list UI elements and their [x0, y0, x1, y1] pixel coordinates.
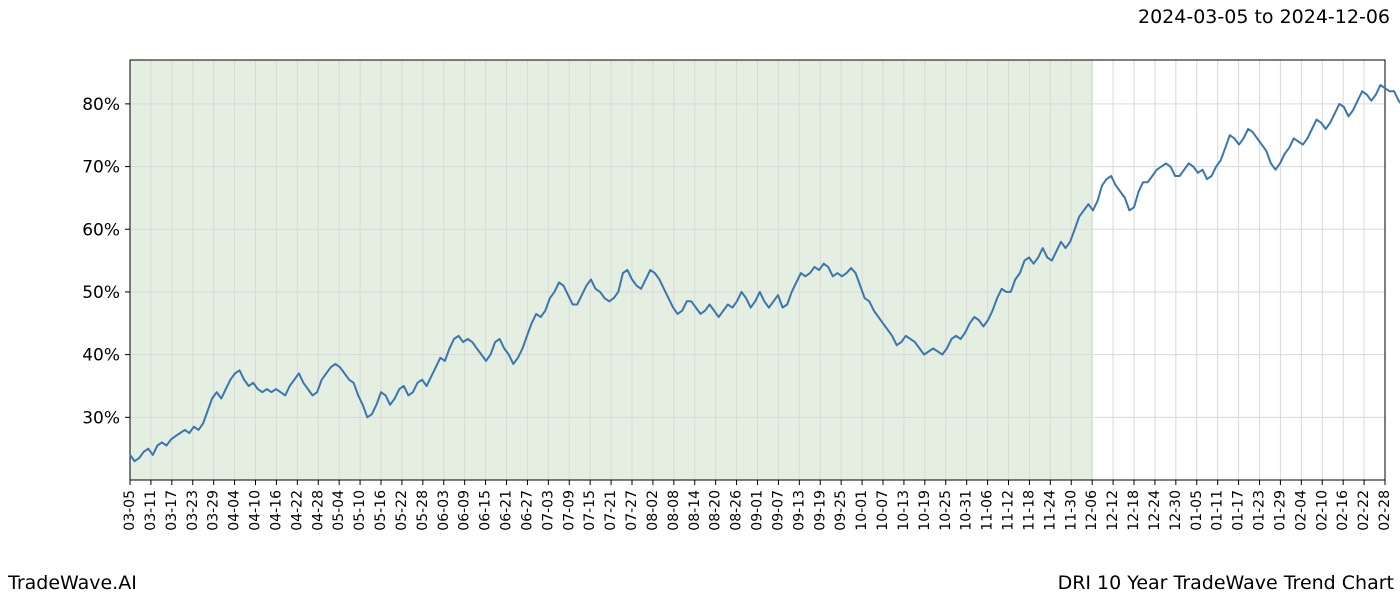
svg-text:01-29: 01-29 [1272, 490, 1288, 531]
svg-text:02-28: 02-28 [1377, 490, 1393, 531]
svg-text:10-25: 10-25 [938, 490, 954, 531]
svg-text:09-07: 09-07 [770, 490, 786, 531]
svg-text:10-31: 10-31 [959, 490, 975, 531]
svg-text:04-28: 04-28 [310, 490, 326, 531]
svg-text:07-15: 07-15 [582, 490, 598, 531]
svg-text:12-30: 12-30 [1168, 490, 1184, 531]
svg-text:80%: 80% [82, 95, 120, 115]
svg-text:10-07: 10-07 [875, 490, 891, 531]
svg-text:30%: 30% [82, 408, 120, 428]
svg-text:01-11: 01-11 [1210, 490, 1226, 531]
svg-text:40%: 40% [82, 346, 120, 366]
svg-text:08-20: 08-20 [708, 490, 724, 531]
svg-text:08-02: 08-02 [645, 490, 661, 531]
svg-text:11-12: 11-12 [1001, 490, 1017, 531]
svg-text:07-27: 07-27 [624, 490, 640, 531]
svg-text:11-30: 11-30 [1063, 490, 1079, 531]
y-axis-ticks: 30% 40% 50% 60% 70% 80% [82, 95, 130, 428]
svg-text:11-06: 11-06 [980, 490, 996, 531]
svg-text:12-18: 12-18 [1126, 490, 1142, 531]
svg-text:05-04: 05-04 [331, 490, 347, 531]
svg-text:10-01: 10-01 [854, 490, 870, 531]
svg-text:12-12: 12-12 [1105, 490, 1121, 531]
svg-text:03-05: 03-05 [122, 490, 138, 531]
svg-text:09-25: 09-25 [833, 490, 849, 531]
svg-text:12-24: 12-24 [1147, 490, 1163, 531]
svg-text:06-03: 06-03 [436, 490, 452, 531]
svg-text:05-22: 05-22 [394, 490, 410, 531]
x-axis-ticks: 03-05 03-11 03-17 03-23 03-29 04-04 04-1004-16… [122, 480, 1393, 531]
svg-text:06-27: 06-27 [519, 490, 535, 531]
svg-text:11-24: 11-24 [1042, 490, 1058, 531]
svg-text:50%: 50% [82, 283, 120, 303]
svg-text:04-10: 04-10 [248, 490, 264, 531]
svg-text:01-17: 01-17 [1231, 490, 1247, 531]
svg-text:09-01: 09-01 [750, 490, 766, 531]
svg-text:03-29: 03-29 [206, 490, 222, 531]
svg-text:06-21: 06-21 [499, 490, 515, 531]
svg-text:09-13: 09-13 [791, 490, 807, 531]
svg-text:04-22: 04-22 [289, 490, 305, 531]
svg-text:12-06: 12-06 [1084, 490, 1100, 531]
svg-text:05-28: 05-28 [415, 490, 431, 531]
svg-text:02-16: 02-16 [1335, 490, 1351, 531]
svg-text:03-23: 03-23 [185, 490, 201, 531]
svg-text:10-13: 10-13 [896, 490, 912, 531]
svg-text:05-10: 05-10 [352, 490, 368, 531]
svg-text:70%: 70% [82, 158, 120, 178]
svg-text:60%: 60% [82, 220, 120, 240]
trend-chart: 30%40%50%60%70%80%03-0503-1103-1703-2303… [0, 0, 1400, 600]
svg-text:06-09: 06-09 [457, 490, 473, 531]
svg-text:03-17: 03-17 [164, 490, 180, 531]
svg-text:08-26: 08-26 [729, 490, 745, 531]
svg-text:08-08: 08-08 [666, 490, 682, 531]
svg-text:03-11: 03-11 [143, 490, 159, 531]
svg-text:05-16: 05-16 [373, 490, 389, 531]
svg-text:10-19: 10-19 [917, 490, 933, 531]
svg-text:08-14: 08-14 [687, 490, 703, 531]
svg-text:04-04: 04-04 [227, 490, 243, 531]
svg-text:02-10: 02-10 [1314, 490, 1330, 531]
svg-text:07-03: 07-03 [540, 490, 556, 531]
svg-text:02-22: 02-22 [1356, 490, 1372, 531]
svg-text:11-18: 11-18 [1021, 490, 1037, 531]
svg-text:07-21: 07-21 [603, 490, 619, 531]
svg-text:09-19: 09-19 [812, 490, 828, 531]
svg-text:02-04: 02-04 [1293, 490, 1309, 531]
svg-text:04-16: 04-16 [268, 490, 284, 531]
svg-text:07-09: 07-09 [561, 490, 577, 531]
svg-text:01-05: 01-05 [1189, 490, 1205, 531]
svg-text:01-23: 01-23 [1252, 490, 1268, 531]
svg-text:06-15: 06-15 [478, 490, 494, 531]
